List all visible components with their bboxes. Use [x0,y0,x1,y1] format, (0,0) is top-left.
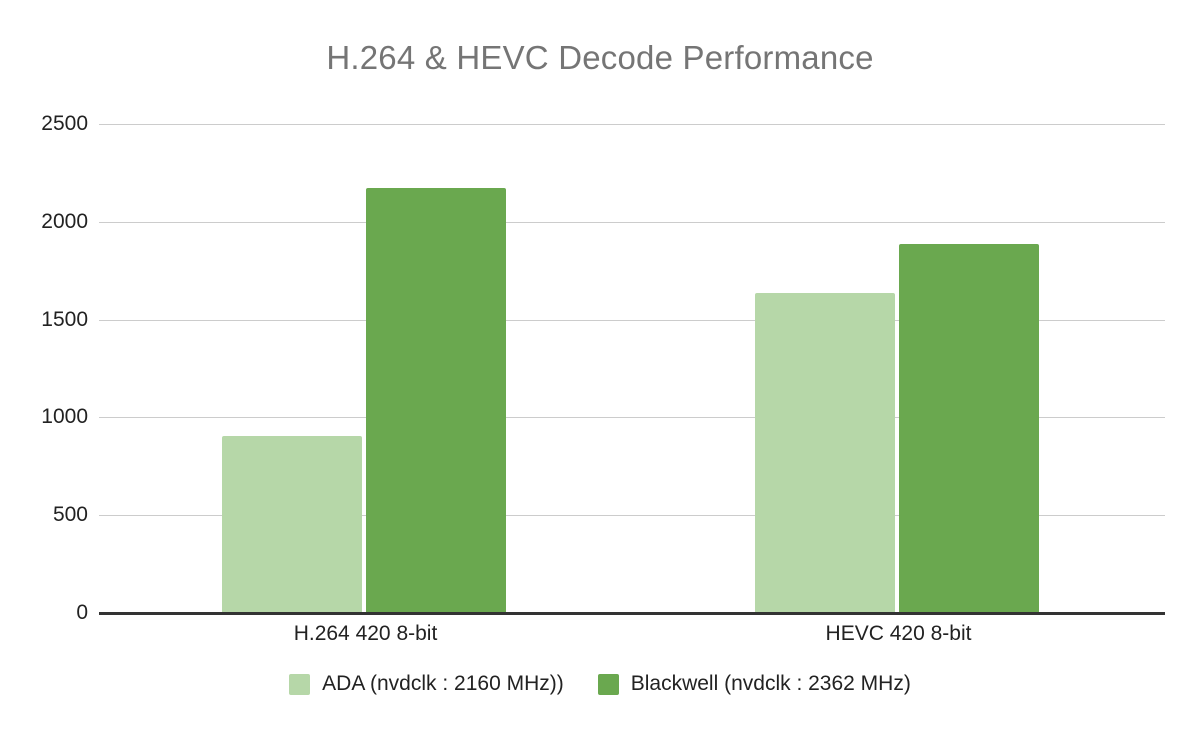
y-axis-tick-label: 1000 [41,405,88,429]
x-axis-line [99,612,1165,615]
y-axis-tick-label: 0 [76,601,88,624]
gridline [99,417,1165,419]
bar-hevc-420-8-bit-series-1 [898,243,1039,613]
y-axis-tick-label: 500 [52,503,88,527]
y-axis-tick-label: 2500 [41,112,88,135]
legend-label: Blackwell (nvdclk : 2362 MHz) [630,672,911,695]
legend-swatch-icon [289,673,311,695]
legend-swatch-icon [597,673,619,695]
y-axis-tick-label: 2000 [41,209,88,233]
gridline [99,515,1165,517]
plot-area [99,124,1165,613]
bar-hevc-420-8-bit-series-0 [754,293,895,613]
x-axis-category-label: HEVC 420 8-bit [825,622,972,645]
gridline [99,221,1165,223]
legend-item-1[interactable]: Blackwell (nvdclk : 2362 MHz) [597,672,911,696]
chart-title: H.264 & HEVC Decode Performance [326,39,874,76]
legend-label: ADA (nvdclk : 2160 MHz)) [322,672,564,695]
gridline [99,124,1165,125]
x-axis-category-label: H.264 420 8-bit [293,622,438,645]
bar-h-264-420-8-bit-series-0 [221,435,362,613]
bar-h-264-420-8-bit-series-1 [365,187,506,613]
gridline [99,319,1165,321]
chart-legend: ADA (nvdclk : 2160 MHz)) Blackwell (nvdcl… [0,672,1200,696]
legend-item-0[interactable]: ADA (nvdclk : 2160 MHz)) [289,672,564,696]
y-axis-tick-label: 1500 [41,307,88,331]
